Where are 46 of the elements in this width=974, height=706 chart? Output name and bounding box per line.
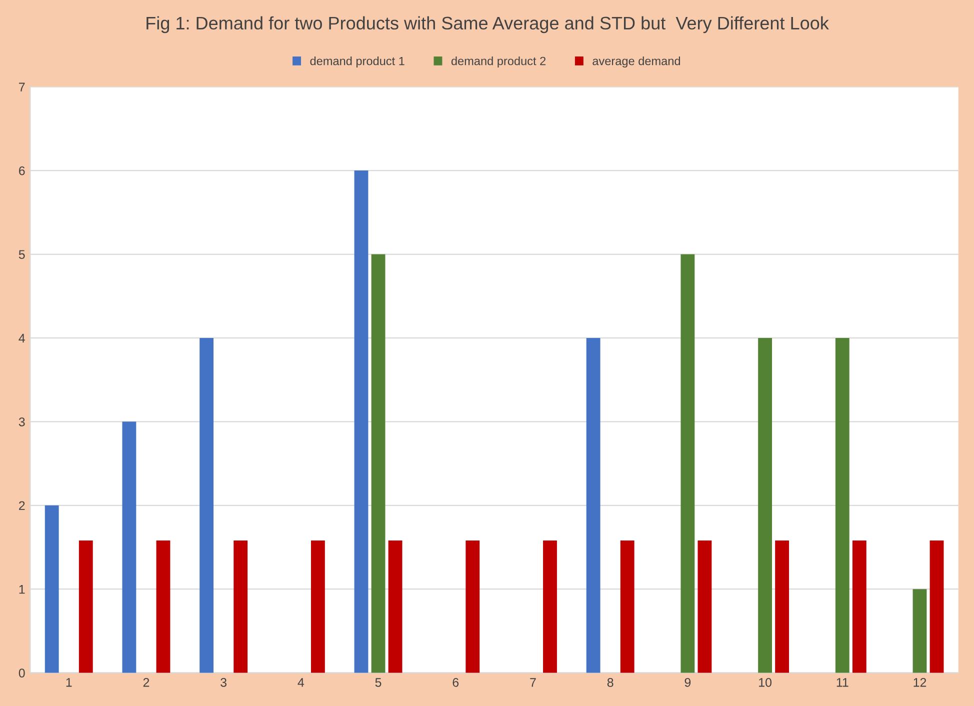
x-tick-label: 4: [298, 678, 304, 687]
bar: [620, 540, 634, 673]
bar: [44, 505, 59, 673]
x-tick-label: 12: [914, 678, 926, 687]
bar: [466, 540, 480, 673]
x-tick-label: 1: [66, 678, 72, 687]
y-tick-label: 4: [18, 334, 25, 342]
legend-label: demand product 1: [310, 56, 404, 68]
x-tick-label: 10: [759, 678, 772, 687]
bar: [852, 540, 866, 673]
bar: [122, 422, 136, 673]
bar: [586, 338, 600, 673]
bar: [543, 540, 557, 673]
bar: [388, 540, 402, 673]
x-tick-label: 8: [607, 678, 614, 687]
legend-label: average demand: [592, 56, 680, 68]
bar: [758, 338, 772, 673]
y-tick-label: 7: [19, 82, 25, 92]
y-tick-label: 6: [19, 166, 25, 176]
bar: [680, 254, 695, 673]
x-tick-label: 11: [836, 678, 848, 687]
y-tick-label: 3: [18, 417, 25, 426]
bar: [698, 540, 712, 673]
bar: [930, 540, 944, 673]
x-tick-label: 9: [684, 678, 691, 687]
bar: [775, 540, 790, 673]
x-tick-label: 7: [530, 678, 536, 687]
y-tick-label: 5: [18, 250, 25, 259]
bar: [78, 540, 93, 673]
bar: [200, 338, 214, 673]
bar: [310, 540, 325, 673]
bar: [156, 540, 170, 673]
x-tick-label: 2: [143, 678, 150, 687]
bar: [354, 170, 368, 673]
y-tick-label: 2: [19, 501, 25, 510]
y-tick-label: 1: [19, 585, 25, 594]
chart-title: Fig 1: Demand for two Products with Same Average and STD but Very Different Look: [146, 16, 829, 34]
x-tick-label: 3: [220, 678, 226, 687]
bar: [371, 254, 386, 673]
bar: [234, 540, 248, 673]
legend-label: demand product 2: [451, 56, 546, 68]
x-tick-label: 5: [375, 678, 382, 687]
x-tick-label: 6: [452, 678, 459, 687]
bar: [912, 589, 927, 673]
bar: [835, 338, 850, 673]
y-tick-label: 0: [18, 668, 25, 678]
